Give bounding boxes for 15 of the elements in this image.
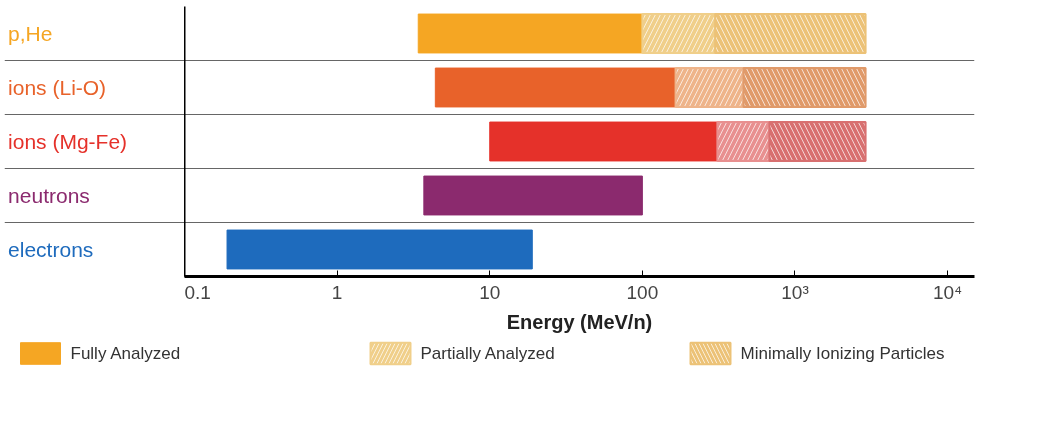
x-tick-label: 1 [331,281,343,303]
x-tick-label: 10 [479,281,501,303]
legend-label: Minimally Ionizing Particles [740,344,945,363]
x-axis-title: Energy (MeV/n) [506,310,653,333]
y-tick-label: ions (Li-O) [8,76,107,99]
y-tick-label: neutrons [8,184,90,207]
x-tick-label: 10⁴ [932,281,963,303]
y-tick-label: ions (Mg-Fe) [8,130,128,153]
x-tick-label: 10³ [781,281,809,303]
legend-label: Fully Analyzed [70,344,181,363]
x-tick-label: 0.1 [184,281,211,303]
y-tick-label: electrons [8,238,94,261]
y-tick-label: p,He [8,22,53,45]
x-tick-label: 100 [626,281,659,303]
legend-label: Partially Analyzed [420,344,555,363]
